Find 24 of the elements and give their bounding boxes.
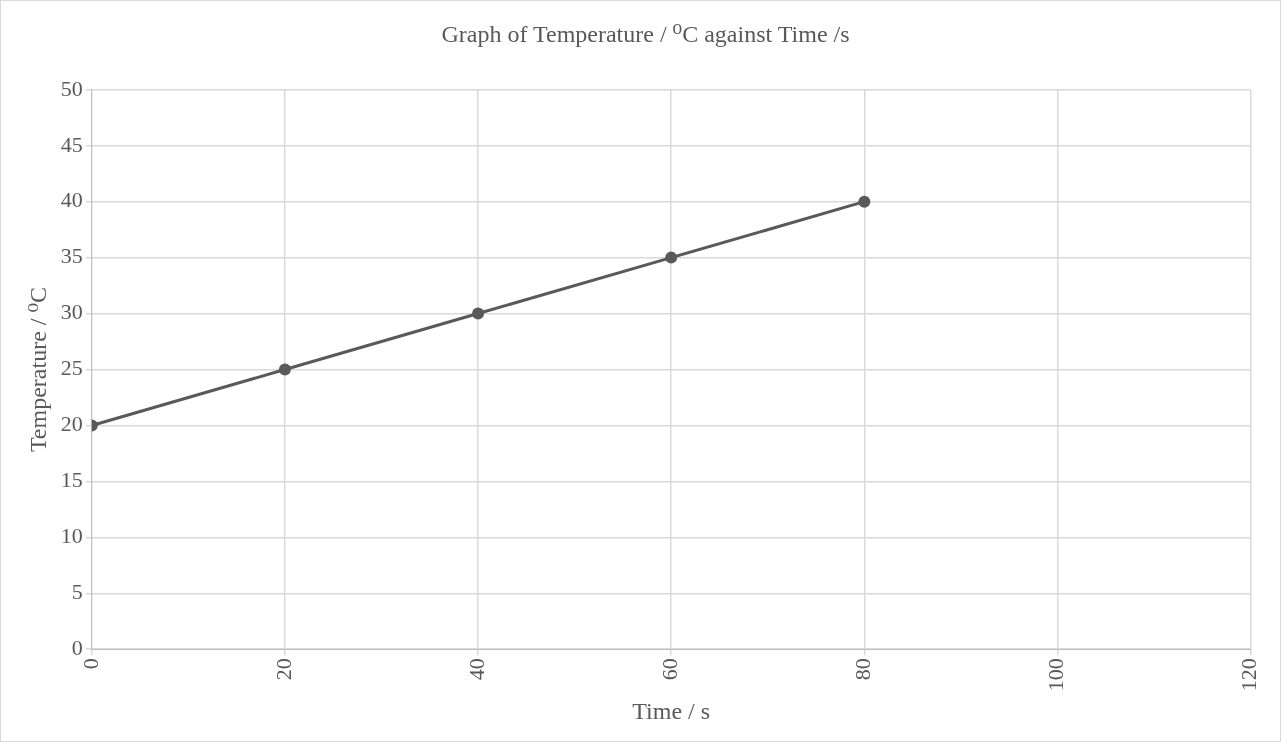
x-tick-label: 20 <box>270 658 296 681</box>
y-tick-label: 5 <box>71 579 83 605</box>
y-axis-title: Temperature / ⁰C <box>24 286 51 453</box>
x-tick-label: 120 <box>1236 658 1262 692</box>
x-tick-label: 60 <box>656 658 682 681</box>
x-axis-title: Time / s <box>632 697 711 724</box>
y-tick-label: 30 <box>60 299 83 325</box>
y-tick-label: 20 <box>60 411 83 437</box>
point <box>278 363 291 376</box>
y-tick-label: 0 <box>71 634 83 660</box>
y-tick-label: 40 <box>60 187 83 213</box>
y-tick-label: 25 <box>60 355 83 381</box>
y-tick-label: 35 <box>60 243 83 269</box>
x-tick-label: 100 <box>1043 658 1069 692</box>
point <box>665 251 678 264</box>
y-tick-label: 10 <box>60 523 83 549</box>
chart-title: Graph of Temperature / ⁰C against Time /s <box>441 20 850 47</box>
point <box>858 195 871 208</box>
x-tick-label: 40 <box>463 658 489 681</box>
y-tick-label: 45 <box>60 131 83 157</box>
point <box>472 307 485 320</box>
y-tick-label: 15 <box>60 467 83 493</box>
y-tick-label: 50 <box>60 75 83 101</box>
x-tick-label: 80 <box>850 658 876 681</box>
